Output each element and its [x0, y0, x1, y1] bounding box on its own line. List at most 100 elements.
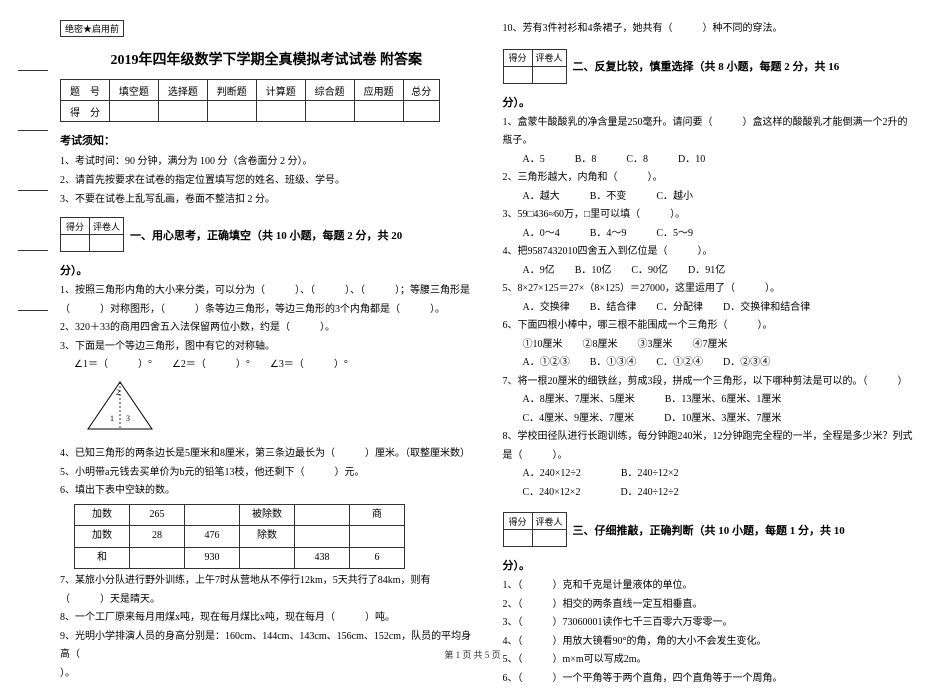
cell: 被除数 [240, 504, 295, 526]
section-3-header: 得分评卷人 三、仔细推敲，正确判断（共 10 小题，每题 1 分，共 10 [503, 512, 916, 547]
grader-label: 得分 [503, 513, 532, 530]
question-item: C．240×12×2 D．240÷12÷2 [503, 484, 916, 503]
question-item: A．交换律 B．结合律 C．分配律 D．交换律和结合律 [503, 299, 916, 318]
cell: 商 [350, 504, 405, 526]
question-list-3: 1、（ ）克和千克是计量液体的单位。 2、（ ）相交的两条直线一定互相垂直。 3… [503, 577, 916, 688]
score-cell [256, 101, 305, 122]
question-item: 4、把9587432010四舍五入到亿位是（ ）。 [503, 243, 916, 262]
cell: 加数 [75, 504, 130, 526]
grader-label: 评卷人 [532, 513, 566, 530]
secrecy-tag: 绝密★启用前 [60, 20, 124, 37]
question-item: 3、下面是一个等边三角形，图中有它的对称轴。 [60, 338, 473, 357]
score-header: 应用题 [354, 80, 403, 101]
question-item: 8、一个工厂原来每月用煤x吨，现在每月煤比x吨，现在每月（ ）吨。 [60, 609, 473, 628]
question-item: 6、填出下表中空缺的数。 [60, 482, 473, 501]
question-item: ∠1＝（ ）° ∠2＝（ ）° ∠3＝（ ）° [60, 356, 473, 375]
notice-header: 考试须知： [60, 132, 473, 148]
table-row: 题 号 填空题 选择题 判断题 计算题 综合题 应用题 总分 [61, 80, 440, 101]
gutter-mark [18, 310, 48, 311]
left-column: 绝密★启用前 2019年四年级数学下学期全真模拟考试试卷 附答案 题 号 填空题… [60, 20, 473, 657]
score-header: 综合题 [305, 80, 354, 101]
question-item: 6、下面四根小棒中，哪三根不能围成一个三角形（ ）。 [503, 317, 916, 336]
question-item: A．越大 B．不变 C．越小 [503, 188, 916, 207]
section-title: 三、仔细推敲，正确判断（共 10 小题，每题 1 分，共 10 [573, 522, 845, 538]
gutter-mark [18, 70, 48, 71]
question-item: 5、小明带a元钱去买单价为b元的铅笔13枝，他还剩下（ ）元。 [60, 464, 473, 483]
question-item: 1、（ ）克和千克是计量液体的单位。 [503, 577, 916, 596]
section-title-tail: 分）。 [503, 557, 916, 573]
cell [295, 504, 350, 526]
svg-text:3: 3 [126, 414, 130, 423]
cell: 28 [130, 526, 185, 548]
question-item: 2、320＋33的商用四舍五入法保留两位小数，约是（ ）。 [60, 319, 473, 338]
cell: 加数 [75, 526, 130, 548]
gutter-mark [18, 250, 48, 251]
grader-box: 得分评卷人 [60, 217, 124, 252]
triangle-figure: 1 3 2 [80, 379, 160, 434]
score-header: 总分 [403, 80, 439, 101]
cell: 6 [350, 547, 405, 569]
notice-item: 1、考试时间：90 分钟，满分为 100 分（含卷面分 2 分）。 [60, 152, 473, 171]
binding-gutter [0, 0, 50, 667]
cell: 265 [130, 504, 185, 526]
question-item: ）。 [60, 665, 473, 684]
score-header: 选择题 [158, 80, 207, 101]
notice-item: 3、不要在试卷上乱写乱画，卷面不整洁扣 2 分。 [60, 190, 473, 209]
data-table-1: 加数 265 被除数 商 加数 28 476 除数 [74, 504, 405, 570]
question-item: A．8厘米、7厘米、5厘米 B．13厘米、6厘米、1厘米 [503, 391, 916, 410]
right-column: 10、芳有3件衬衫和4条裙子，她共有（ ）种不同的穿法。 得分评卷人 二、反复比… [503, 20, 916, 657]
score-header: 题 号 [61, 80, 110, 101]
question-item: 10、芳有3件衬衫和4条裙子，她共有（ ）种不同的穿法。 [503, 20, 916, 39]
question-item: A．0～4 B．4～9 C．5～9 [503, 225, 916, 244]
gutter-mark [18, 190, 48, 191]
score-cell [403, 101, 439, 122]
grader-label: 得分 [503, 49, 532, 66]
score-table: 题 号 填空题 选择题 判断题 计算题 综合题 应用题 总分 得 分 [60, 79, 440, 122]
question-item: 1、按照三角形内角的大小来分类，可以分为（ ）、（ ）、（ ）；等腰三角形是（ … [60, 282, 473, 319]
question-item: 6、（ ）一个平角等于两个直角，四个直角等于一个周角。 [503, 670, 916, 688]
score-header: 填空题 [109, 80, 158, 101]
question-item: 3、（ ）73060001读作七千三百零六万零零一。 [503, 614, 916, 633]
cell [350, 526, 405, 548]
grader-box: 得分评卷人 [503, 512, 567, 547]
score-cell [109, 101, 158, 122]
section-1-header: 得分评卷人 一、用心思考，正确填空（共 10 小题，每题 2 分，共 20 [60, 217, 473, 252]
notice-list: 1、考试时间：90 分钟，满分为 100 分（含卷面分 2 分）。 2、请首先按… [60, 152, 473, 209]
score-header: 判断题 [207, 80, 256, 101]
section-title-tail: 分）。 [60, 262, 473, 278]
section-title-tail: 分）。 [503, 94, 916, 110]
question-item: 7、某旅小分队进行野外训练，上午7时从营地从不停行12km，5天共行了84km，… [60, 572, 473, 609]
cell [130, 547, 185, 569]
svg-text:2: 2 [116, 388, 120, 397]
svg-text:1: 1 [110, 414, 114, 423]
question-item: 4、已知三角形的两条边长是5厘米和8厘米，第三条边最长为（ ）厘米。（取整厘米数… [60, 445, 473, 464]
score-cell [207, 101, 256, 122]
question-item: 8、学校田径队进行长跑训练，每分钟跑240米，12分钟跑完全程的一半，全程是多少… [503, 428, 916, 465]
cell: 和 [75, 547, 130, 569]
grader-label: 得分 [61, 218, 90, 235]
grader-label: 评卷人 [532, 49, 566, 66]
cell: 930 [185, 547, 240, 569]
section-2-header: 得分评卷人 二、反复比较，慎重选择（共 8 小题，每题 2 分，共 16 [503, 49, 916, 84]
cell: 438 [295, 547, 350, 569]
score-cell [158, 101, 207, 122]
table-row: 得 分 [61, 101, 440, 122]
question-item: A．5 B．8 C．8 D．10 [503, 151, 916, 170]
grader-label: 评卷人 [90, 218, 124, 235]
question-item: A．240×12÷2 B．240÷12×2 [503, 465, 916, 484]
page-footer: 第 1 页 共 5 页 [0, 648, 945, 661]
cell: 除数 [240, 526, 295, 548]
question-list-2: 1、盒蒙牛酸酸乳的净含量是250毫升。请问要（ ）盒这样的酸酸乳才能倒满一个2升… [503, 114, 916, 503]
table-row: 加数 265 被除数 商 [75, 504, 405, 526]
cell: 476 [185, 526, 240, 548]
question-item: 2、三角形越大，内角和（ ）。 [503, 169, 916, 188]
paper-title: 2019年四年级数学下学期全真模拟考试试卷 附答案 [60, 49, 473, 69]
section-title: 二、反复比较，慎重选择（共 8 小题，每题 2 分，共 16 [573, 58, 840, 74]
cell [185, 504, 240, 526]
question-item: 7、将一根20厘米的细铁丝，剪成3段，拼成一个三角形，以下哪种剪法是可以的。（ … [503, 373, 916, 392]
question-item: A．9亿 B．10亿 C．90亿 D．91亿 [503, 262, 916, 281]
score-cell [305, 101, 354, 122]
question-item: 2、（ ）相交的两条直线一定互相垂直。 [503, 596, 916, 615]
section-title: 一、用心思考，正确填空（共 10 小题，每题 2 分，共 20 [130, 227, 402, 243]
score-header: 计算题 [256, 80, 305, 101]
